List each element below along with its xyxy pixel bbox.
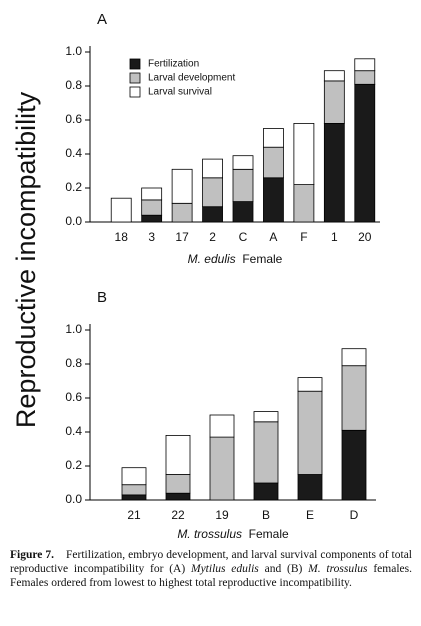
x-tick-label: 3: [148, 230, 155, 244]
y-tick-label: 0.6: [65, 390, 82, 404]
caption-species: Mytilus edulis: [191, 563, 259, 575]
x-axis-label: M. trossulus Female: [177, 527, 289, 541]
legend-swatch: [129, 86, 141, 98]
x-tick-label: 22: [171, 508, 185, 522]
bar-segment: [263, 146, 284, 179]
legend-swatch: [129, 72, 141, 84]
bar-segment: [121, 467, 147, 486]
bar-segment: [141, 187, 163, 201]
bar-segment: [209, 436, 235, 501]
bar-segment: [354, 83, 376, 223]
bar-segment: [263, 177, 284, 223]
bar-segment: [202, 206, 223, 223]
x-tick-label: 18: [115, 230, 129, 244]
bar-segment: [232, 201, 254, 223]
legend-label: Larval survival: [148, 87, 212, 98]
bar-segment: [354, 70, 376, 85]
bar-segment: [354, 58, 376, 72]
caption-text: females. Females ordered from lowest to …: [10, 563, 412, 589]
bar-segment: [165, 474, 191, 494]
bar-segment: [141, 199, 163, 216]
bar-segment: [323, 123, 345, 223]
panel-label: B: [97, 289, 107, 306]
bar-segment: [165, 434, 191, 475]
x-axis-label-species: M. edulis: [188, 252, 236, 266]
y-tick-label: 0.4: [65, 424, 82, 438]
bar-segment: [171, 168, 193, 204]
caption: Figure 7. Fertilization, embryo developm…: [10, 548, 412, 590]
bar-segment: [323, 80, 345, 124]
bar-segment: [110, 197, 132, 223]
y-tick-label: 0.8: [65, 78, 82, 92]
y-tick-label: 0.8: [65, 356, 82, 370]
caption-text: and (B): [258, 563, 309, 575]
x-tick-label: A: [269, 230, 277, 244]
x-tick-label: E: [306, 508, 314, 522]
bar-segment: [293, 184, 315, 223]
y-tick-label: 0.4: [65, 146, 82, 160]
legend-swatch: [129, 58, 141, 70]
y-tick-label: 1.0: [65, 322, 82, 336]
bar-segment: [202, 158, 223, 179]
bar-segment: [297, 377, 323, 392]
y-tick-label: 0.2: [65, 180, 82, 194]
x-axis-label-species: M. trossulus: [177, 527, 242, 541]
bar-segment: [232, 155, 254, 170]
y-tick-label: 0.0: [65, 214, 82, 228]
bar-segment: [297, 474, 323, 501]
bar-segment: [171, 202, 193, 223]
y-tick-label: 0.6: [65, 112, 82, 126]
bar-segment: [253, 411, 279, 423]
bar-segment: [121, 494, 147, 501]
bar-segment: [297, 390, 323, 475]
y-tick-label: 0.0: [65, 492, 82, 506]
x-tick-label: 1: [331, 230, 338, 244]
panel-label: A: [97, 11, 107, 28]
y-tick-label: 1.0: [65, 44, 82, 58]
bar-segment: [293, 123, 315, 186]
bar-segment: [323, 70, 345, 82]
bar-segment: [341, 429, 367, 501]
bar-segment: [232, 168, 254, 203]
x-axis-label-text: Female: [249, 527, 289, 541]
x-axis-label: M. edulis Female: [188, 252, 283, 266]
x-axis-label-text: Female: [242, 252, 282, 266]
x-tick-label: 21: [127, 508, 141, 522]
bar-segment: [253, 482, 279, 501]
bar-segment: [121, 484, 147, 496]
caption-species: M. trossulus: [308, 563, 368, 575]
caption-text: Fertilization, embryo development, and l…: [10, 549, 412, 575]
bar-segment: [341, 365, 367, 431]
x-tick-label: F: [300, 230, 307, 244]
legend-label: Fertilization: [148, 59, 199, 70]
bar-segment: [141, 214, 163, 223]
y-axis-label: Reproductive incompatibility: [11, 91, 41, 428]
y-tick-label: 0.2: [65, 458, 82, 472]
bar-segment: [341, 348, 367, 367]
bar-segment: [263, 128, 284, 148]
caption-label: Figure 7.: [10, 549, 54, 561]
bar-segment: [209, 414, 235, 438]
x-tick-label: 19: [215, 508, 229, 522]
bar-segment: [202, 177, 223, 208]
x-tick-label: B: [262, 508, 270, 522]
bar-segment: [165, 492, 191, 501]
legend-label: Larval development: [148, 73, 235, 84]
figure: 0.0 0.2 0.4 0.6 0.8 1.0 18 3 17 2 C A F 1 20 A M. edulis…: [11, 11, 380, 541]
x-tick-label: 17: [175, 230, 189, 244]
x-tick-label: C: [239, 230, 248, 244]
x-tick-label: 2: [209, 230, 216, 244]
x-tick-label: D: [350, 508, 359, 522]
x-tick-label: 20: [358, 230, 372, 244]
bar-segment: [253, 421, 279, 484]
